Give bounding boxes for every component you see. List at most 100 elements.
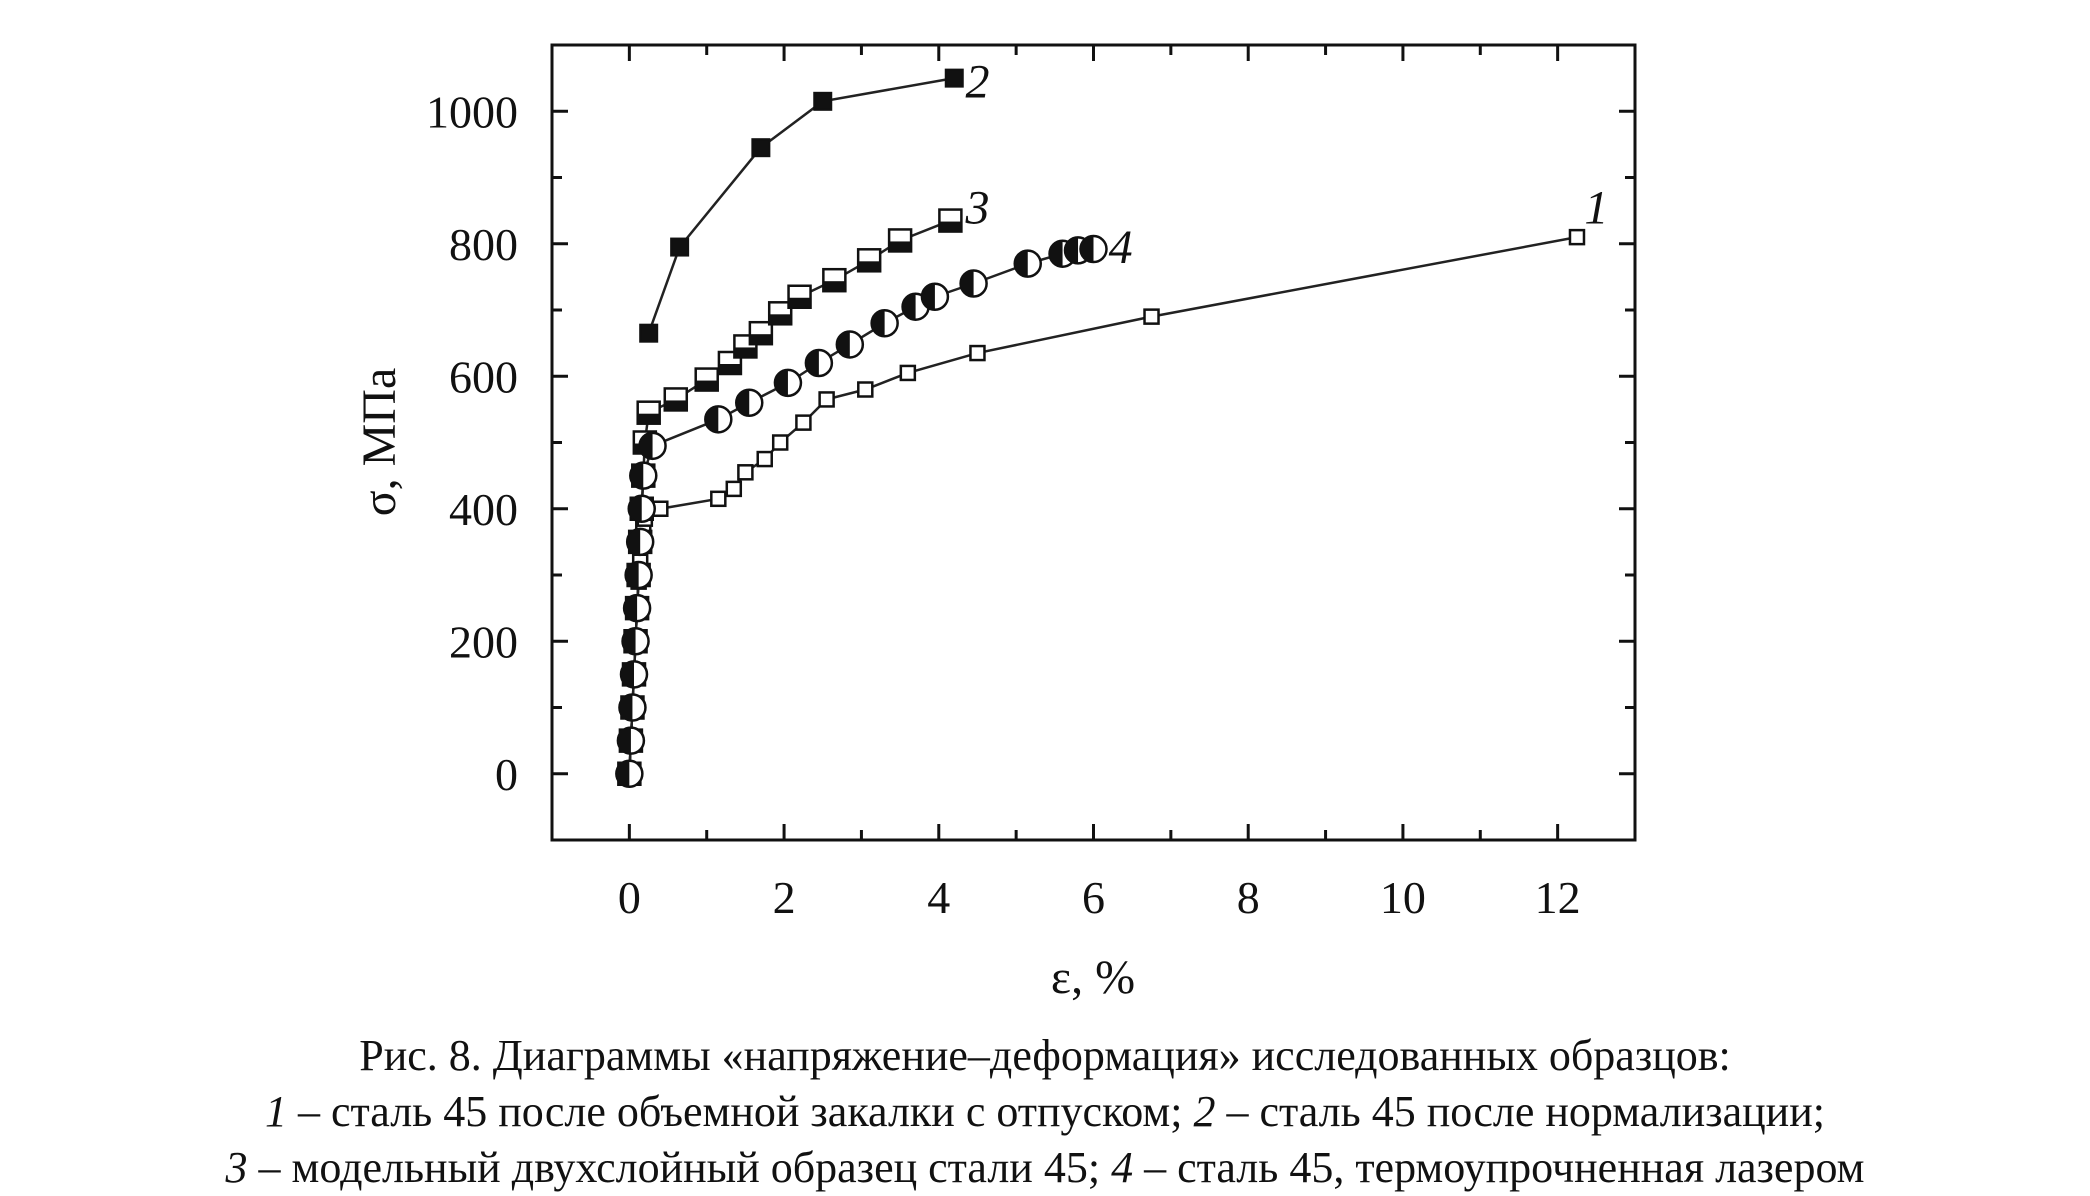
series-1-point xyxy=(969,344,986,362)
series-4-point xyxy=(621,627,650,656)
series-4-point xyxy=(622,593,652,623)
plot-frame xyxy=(550,43,1637,842)
marker-fill xyxy=(836,331,850,358)
marker-fill xyxy=(858,261,881,272)
y-tick-label: 1000 xyxy=(426,86,518,137)
caption-series-4-text: – сталь 45, термоупрочненная лазером xyxy=(1133,1143,1865,1192)
series-1-point xyxy=(1143,308,1160,325)
series-1-point xyxy=(737,464,754,481)
series-4-point xyxy=(870,309,899,338)
series-4-point xyxy=(773,368,803,398)
x-tick-label: 12 xyxy=(1535,872,1581,923)
caption-series-3-number: 3 xyxy=(225,1143,248,1192)
x-tick-label: 8 xyxy=(1237,872,1260,923)
x-axis-title: ε, % xyxy=(1051,951,1135,1004)
marker-fill xyxy=(805,350,819,376)
series-1-point xyxy=(1568,228,1586,246)
marker-fill xyxy=(749,334,772,345)
series-tag-4: 4 xyxy=(1109,221,1133,274)
marker-fill xyxy=(695,380,718,391)
series-2-point xyxy=(670,237,690,257)
marker-fill xyxy=(616,760,630,787)
series-3-point xyxy=(694,367,719,392)
marker-fill xyxy=(774,369,788,396)
series-4-point xyxy=(615,759,644,788)
caption-line-3: 3 – модельный двухслойный образец стали … xyxy=(0,1140,2090,1196)
marker-fill xyxy=(637,413,660,424)
series-1-point xyxy=(725,480,743,498)
caption-series-3-text: – модельный двухслойный образец стали 45… xyxy=(247,1143,1112,1192)
y-tick-label: 200 xyxy=(449,616,518,667)
marker-fill xyxy=(622,628,636,655)
caption-series-1-text: – сталь 45 после объемной закалки с отпу… xyxy=(287,1087,1194,1136)
series-4-point xyxy=(835,330,865,359)
series-4-point xyxy=(616,726,646,755)
caption-title: Рис. 8. Диаграммы «напряжение–деформация… xyxy=(359,1031,1731,1080)
x-tick-label: 10 xyxy=(1380,872,1426,923)
caption-series-2-number: 2 xyxy=(1193,1087,1216,1136)
series-points xyxy=(615,68,1586,788)
marker-fill xyxy=(769,314,792,325)
y-tick-label: 400 xyxy=(449,484,518,535)
series-3-point xyxy=(938,208,963,233)
x-tick-label: 4 xyxy=(927,872,950,923)
y-axis-title: σ, МПа xyxy=(353,368,406,517)
marker-fill xyxy=(1049,240,1063,267)
caption-series-4-number: 4 xyxy=(1111,1143,1134,1192)
series-1-point xyxy=(771,434,789,451)
marker-fill xyxy=(734,347,757,358)
series-2-point xyxy=(813,91,833,111)
y-tick-labels: 0 200 400 600 800 1000 xyxy=(426,86,518,800)
marker-fill xyxy=(617,727,631,754)
series-1-point xyxy=(710,490,727,508)
marker-fill xyxy=(639,432,653,459)
marker-fill xyxy=(664,400,687,411)
marker-fill xyxy=(1080,236,1094,263)
y-tick-label: 800 xyxy=(449,219,518,270)
marker-fill xyxy=(630,462,644,489)
series-4-point xyxy=(629,461,658,490)
series-2-point xyxy=(639,323,659,343)
marker-fill xyxy=(628,495,642,522)
figure-caption: Рис. 8. Диаграммы «напряжение–деформация… xyxy=(0,1028,2090,1196)
series-3-point xyxy=(767,301,793,326)
series-4-point xyxy=(1013,249,1042,278)
series-3-point xyxy=(748,320,774,346)
series-4-point xyxy=(959,269,988,298)
marker-fill xyxy=(939,221,962,232)
marker-fill xyxy=(718,364,741,374)
series-1-point xyxy=(857,381,874,398)
series-1-point xyxy=(818,391,835,408)
caption-series-2-text: – сталь 45 после нормализации; xyxy=(1215,1087,1825,1136)
series-4-point xyxy=(618,693,647,722)
series-3-point xyxy=(636,400,661,425)
series-4-point xyxy=(1079,234,1108,264)
marker-fill xyxy=(788,297,811,308)
marker-fill xyxy=(889,241,912,252)
x-tick-label: 0 xyxy=(618,872,641,923)
y-tick-label: 0 xyxy=(495,749,518,800)
series-4-point xyxy=(625,527,655,557)
x-tick-label: 6 xyxy=(1082,872,1105,923)
x-tick-label: 2 xyxy=(773,872,796,923)
series-4-point xyxy=(735,388,764,417)
marker-fill xyxy=(871,310,885,337)
series-4-point xyxy=(624,560,653,590)
series-tag-3: 3 xyxy=(964,181,989,234)
series-1-point xyxy=(756,450,773,468)
marker-fill xyxy=(736,389,750,416)
marker-fill xyxy=(921,283,935,310)
series-lines xyxy=(628,76,1578,774)
marker-fill xyxy=(902,293,916,320)
series-1-point xyxy=(899,364,917,382)
series-2-point xyxy=(944,68,964,88)
series-4-point xyxy=(920,282,950,311)
y-tick-label: 600 xyxy=(449,351,518,402)
series-3-point xyxy=(822,267,847,293)
caption-series-1-number: 1 xyxy=(265,1087,288,1136)
series-3-point xyxy=(663,387,689,412)
caption-line-2: 1 – сталь 45 после объемной закалки с от… xyxy=(0,1084,2090,1140)
series-tag-2: 2 xyxy=(965,55,989,108)
marker-fill xyxy=(960,270,974,297)
